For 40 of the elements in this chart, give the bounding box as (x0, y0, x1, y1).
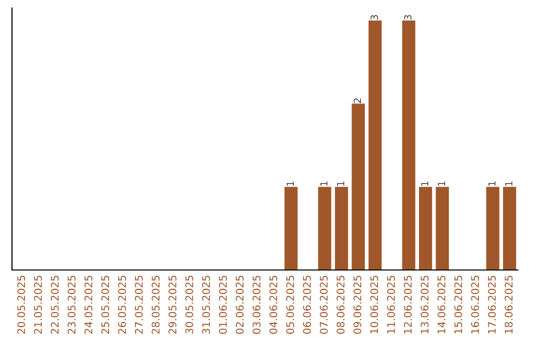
x-tick-label: 21.05.2025 (34, 276, 42, 334)
x-tick-label: 22.05.2025 (50, 276, 59, 334)
x-tick-label: 07.06.2025 (320, 276, 328, 334)
x-tick-label: 23.05.2025 (68, 276, 76, 334)
x-tick-label: 14.06.2025 (437, 276, 446, 334)
x-tick-label: 20.05.2025 (17, 276, 26, 334)
x-tick-label: 03.06.2025 (252, 276, 260, 334)
data-label: 1 (421, 182, 428, 186)
x-tick-label: 08.06.2025 (336, 276, 345, 334)
x-tick-label: 01.06.2025 (218, 276, 227, 334)
x-tick-label: 10.06.2025 (370, 276, 378, 334)
x-tick-label: 09.06.2025 (353, 276, 362, 334)
x-tick-label: 11.06.2025 (387, 276, 395, 334)
x-tick-label: 15.06.2025 (454, 276, 462, 334)
data-label: 2 (354, 98, 361, 103)
x-tick-label: 27.05.2025 (134, 276, 143, 334)
data-label: 3 (370, 15, 378, 20)
x-tick-label: 25.05.2025 (101, 276, 110, 334)
x-tick-label: 16.06.2025 (471, 276, 479, 334)
data-label: 1 (337, 182, 344, 186)
x-tick-label: 30.05.2025 (185, 276, 194, 334)
x-tick-label: 29.05.2025 (168, 276, 176, 334)
x-tick-label: 12.06.2025 (404, 276, 412, 334)
data-label: 3 (404, 15, 412, 20)
data-label: 1 (286, 182, 294, 186)
data-label: 1 (488, 182, 496, 186)
data-label: 1 (438, 182, 446, 186)
x-tick-label: 05.06.2025 (286, 276, 294, 334)
x-tick-label: 02.06.2025 (236, 276, 244, 334)
x-tick-label: 31.05.2025 (202, 276, 210, 334)
data-label: 1 (505, 182, 512, 186)
x-tick-label: 18.06.2025 (504, 276, 513, 334)
data-label: 1 (320, 182, 328, 186)
x-tick-label: 28.05.2025 (152, 276, 160, 334)
x-tick-label: 24.05.2025 (84, 276, 92, 334)
x-tick-label: 17.06.2025 (488, 276, 496, 334)
x-tick-label: 13.06.2025 (420, 276, 429, 334)
x-tick-label: 06.06.2025 (303, 276, 311, 334)
x-tick-label: 26.05.2025 (118, 276, 126, 334)
x-tick-label: 04.06.2025 (269, 276, 278, 334)
